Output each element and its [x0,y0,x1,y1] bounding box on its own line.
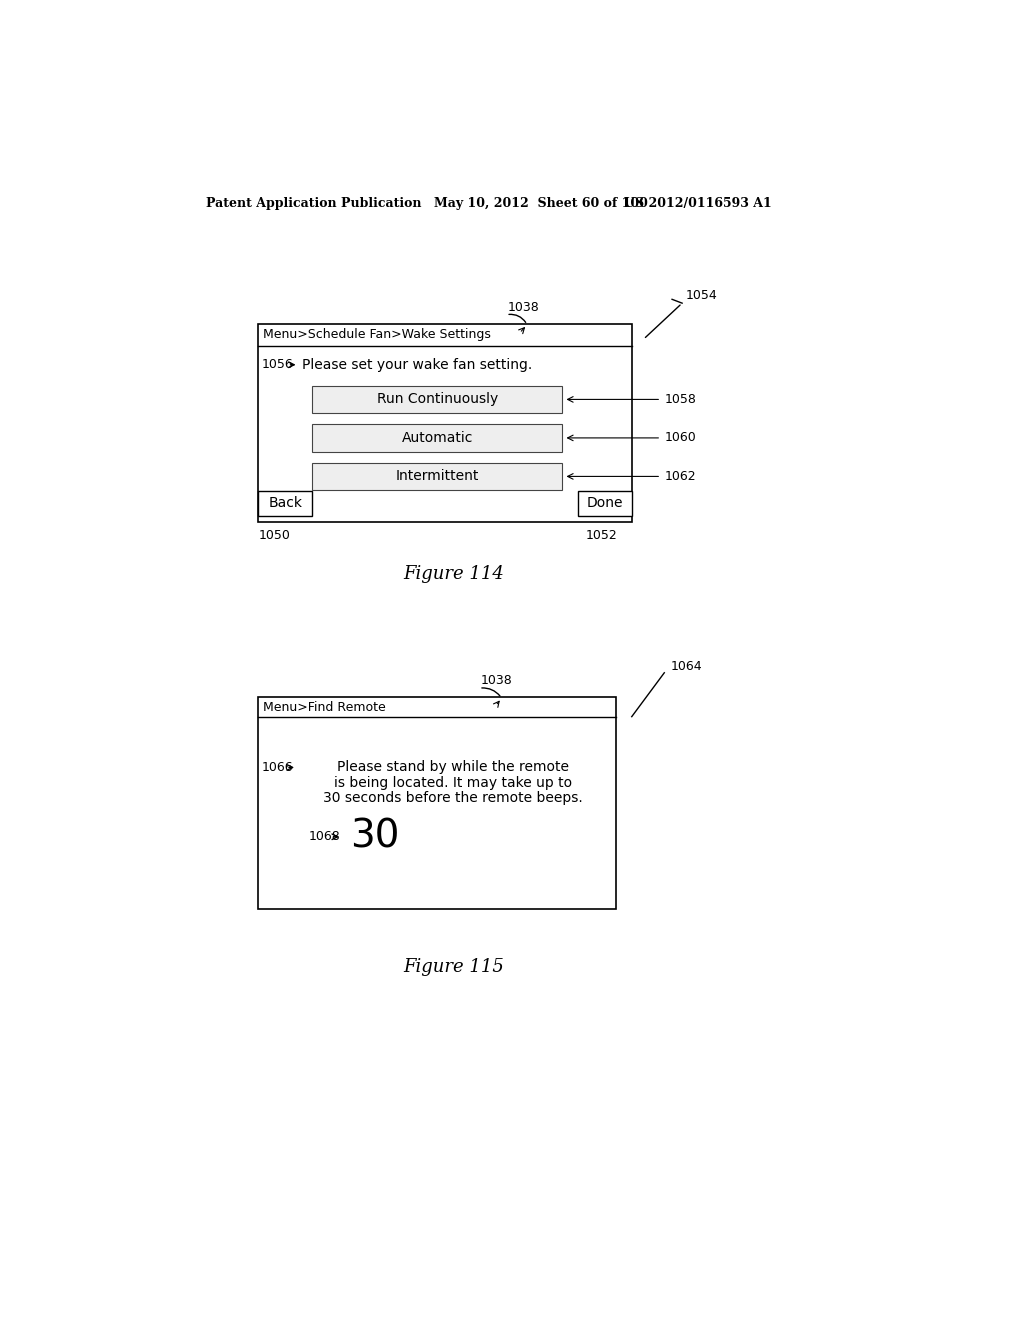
Text: Menu>Find Remote: Menu>Find Remote [263,701,386,714]
Text: Intermittent: Intermittent [395,470,479,483]
Bar [312,424,562,451]
Text: 30 seconds before the remote beeps.: 30 seconds before the remote beeps. [323,791,583,805]
Text: 1060: 1060 [665,432,696,445]
Text: 30: 30 [349,818,399,855]
Bar [312,462,562,490]
Text: Menu>Schedule Fan>Wake Settings: Menu>Schedule Fan>Wake Settings [263,329,490,342]
Text: Done: Done [587,496,623,511]
Text: 1038: 1038 [508,301,540,314]
Bar [578,491,632,516]
Bar [258,697,616,909]
Text: 1054: 1054 [686,289,718,302]
Text: is being located. It may take up to: is being located. It may take up to [334,776,571,789]
Text: Patent Application Publication: Patent Application Publication [206,197,421,210]
Text: Automatic: Automatic [401,430,473,445]
Text: 1050: 1050 [258,529,290,543]
Text: Run Continuously: Run Continuously [377,392,498,407]
Bar [258,323,632,521]
Text: Please stand by while the remote: Please stand by while the remote [337,760,568,775]
Text: 1068: 1068 [308,830,340,843]
Bar [312,385,562,413]
Text: 1038: 1038 [480,675,512,686]
Text: May 10, 2012  Sheet 60 of 100: May 10, 2012 Sheet 60 of 100 [434,197,648,210]
Text: 1066: 1066 [262,760,294,774]
Text: Figure 115: Figure 115 [403,958,504,975]
Text: 1058: 1058 [665,393,696,407]
Bar [258,491,312,516]
Text: Please set your wake fan setting.: Please set your wake fan setting. [302,358,531,372]
Text: 1064: 1064 [671,660,702,673]
Text: 1052: 1052 [586,529,617,543]
Text: 1062: 1062 [665,470,696,483]
Text: US 2012/0116593 A1: US 2012/0116593 A1 [624,197,772,210]
Text: Back: Back [268,496,302,511]
Text: 1056: 1056 [262,358,294,371]
Text: Figure 114: Figure 114 [403,565,504,583]
